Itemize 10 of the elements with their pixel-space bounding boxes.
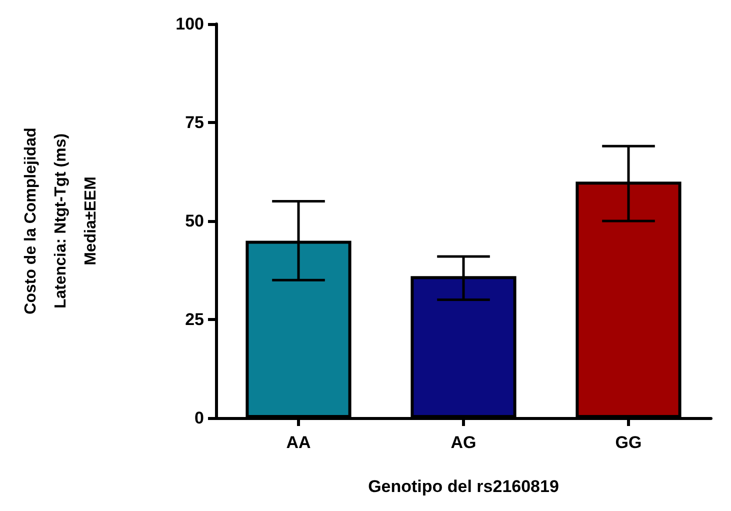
x-tick-label: AG xyxy=(450,433,476,452)
y-axis-title: Costo de la Complejidad Latencia: Ntgt-Tgt (ms) Media±EEM xyxy=(22,128,100,314)
x-tick-label: GG xyxy=(615,433,642,452)
y-tick-label: 25 xyxy=(185,310,204,329)
y-tick-label: 0 xyxy=(194,408,204,428)
x-tick-label: AA xyxy=(286,433,311,452)
y-tick-label: 100 xyxy=(176,14,204,34)
y-tick-label: 75 xyxy=(185,113,204,132)
y-tick-label: 50 xyxy=(185,212,204,230)
x-axis-title: Genotipo del rs2160819 xyxy=(368,477,559,496)
